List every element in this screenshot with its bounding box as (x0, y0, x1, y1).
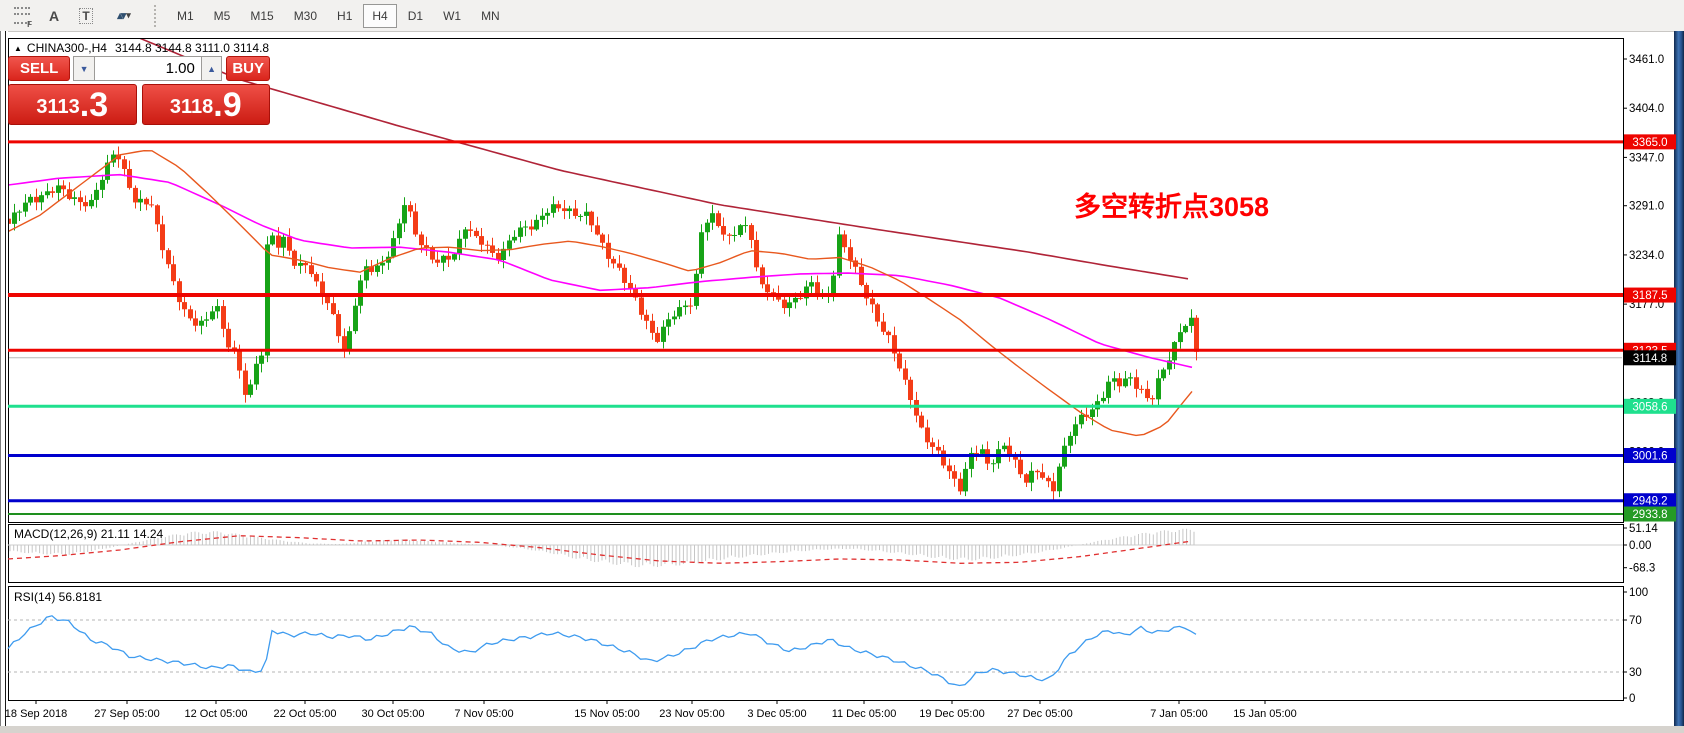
volume-decrease-button[interactable]: ▼ (73, 56, 95, 81)
chevron-down-icon: ▾ (126, 10, 131, 20)
one-click-trading-panel: SELL ▼ ▲ BUY 3113.3 3118.9 (8, 56, 270, 125)
level-price-tag: 2933.8 (1624, 506, 1676, 522)
svg-text:19 Dec 05:00: 19 Dec 05:00 (919, 708, 984, 720)
level-price-tag: 2949.2 (1624, 493, 1676, 509)
svg-text:12 Oct 05:00: 12 Oct 05:00 (185, 708, 248, 720)
svg-text:70: 70 (1629, 615, 1642, 627)
sell-price-frac: .3 (79, 86, 109, 124)
timeframe-button-H1[interactable]: H1 (337, 8, 353, 23)
price-pane (8, 38, 1624, 523)
macd-indicator-label: MACD(12,26,9) 21.11 14.24 (14, 527, 164, 541)
timeframe-button-MN[interactable]: MN (481, 8, 500, 23)
svg-text:11 Dec 05:00: 11 Dec 05:00 (832, 708, 897, 720)
buy-button[interactable]: BUY (226, 56, 270, 81)
macd-pane-content: 51.14 0.00 -68.3 (7, 523, 1658, 575)
sell-price-main: 3113 (36, 96, 80, 118)
ma-slow-darkred (139, 39, 1189, 280)
symbol-period-label: CHINA300-,H4 (26, 41, 107, 55)
svg-text:27 Dec 05:00: 27 Dec 05:00 (1007, 708, 1072, 720)
svg-text:27 Sep 05:00: 27 Sep 05:00 (94, 708, 159, 720)
timeframe-button-M15[interactable]: M15 (250, 8, 274, 23)
svg-text:7 Nov 05:00: 7 Nov 05:00 (454, 708, 513, 720)
chart-header: ▲ CHINA300-,H4 3144.8 3144.8 3111.0 3114.8 (14, 41, 269, 55)
macd-pane (8, 524, 1624, 583)
chart-text-annotation: 多空转折点3058 (1074, 192, 1270, 222)
window-left-border (0, 31, 8, 733)
rsi-line (7, 615, 1197, 687)
macd-signal-line (7, 535, 1192, 564)
grid-fibo-icon[interactable] (9, 4, 35, 29)
rsi-pane-content: 100 70 30 0 (7, 587, 1648, 705)
timeframe-group: M1 M5 M15 M30 H1 H4 D1 W1 MN (167, 0, 510, 31)
svg-text:3347.0: 3347.0 (1629, 152, 1664, 164)
level-price-tag: 3365.0 (1624, 134, 1676, 150)
svg-text:7 Jan 05:00: 7 Jan 05:00 (1150, 708, 1208, 720)
svg-text:100: 100 (1629, 587, 1648, 599)
svg-text:3234.0: 3234.0 (1629, 250, 1664, 262)
current-price-tag: 3114.8 (1624, 350, 1676, 366)
time-axis: 18 Sep 2018 27 Sep 05:00 12 Oct 05:00 22 Oc… (5, 700, 1297, 720)
svg-text:30 Oct 05:00: 30 Oct 05:00 (362, 708, 425, 720)
svg-text:0: 0 (1629, 693, 1635, 705)
volume-increase-button[interactable]: ▲ (200, 56, 223, 81)
collapse-arrow-icon[interactable]: ▲ (14, 44, 22, 53)
svg-text:3365.0: 3365.0 (1632, 137, 1667, 149)
timeframe-button-M5[interactable]: M5 (213, 8, 231, 23)
window-right-border (1674, 31, 1684, 733)
ma-fast-orange (9, 149, 1193, 437)
svg-text:3058.6: 3058.6 (1632, 401, 1667, 413)
level-price-tag: 3058.6 (1624, 398, 1676, 414)
buy-price-main: 3118 (169, 96, 214, 118)
price-axis: 3461.03404.03347.03291.03234.03177.03120… (1623, 54, 1664, 508)
timeframe-button-D1[interactable]: D1 (407, 8, 424, 23)
svg-text:15 Nov 05:00: 15 Nov 05:00 (574, 708, 639, 720)
svg-text:3291.0: 3291.0 (1629, 201, 1664, 213)
sell-price-box[interactable]: 3113.3 (8, 84, 137, 125)
volume-input[interactable] (94, 56, 201, 81)
timeframe-button-M1[interactable]: M1 (177, 8, 194, 23)
svg-text:15 Jan 05:00: 15 Jan 05:00 (1233, 708, 1297, 720)
sell-button[interactable]: SELL (8, 56, 71, 81)
rsi-indicator-label: RSI(14) 56.8181 (14, 590, 103, 604)
svg-text:3404.0: 3404.0 (1629, 103, 1664, 115)
toolbar-separator (154, 4, 161, 27)
ohlc-quote: 3144.8 3144.8 3111.0 3114.8 (114, 41, 270, 55)
svg-text:3114.8: 3114.8 (1633, 353, 1667, 365)
buy-price-box[interactable]: 3118.9 (141, 84, 270, 125)
svg-text:3 Dec 05:00: 3 Dec 05:00 (747, 708, 806, 720)
svg-text:3001.6: 3001.6 (1632, 451, 1667, 463)
svg-text:51.14: 51.14 (1629, 523, 1658, 535)
text-label-icon[interactable]: T (73, 4, 99, 28)
svg-text:30: 30 (1629, 667, 1642, 679)
buy-price-frac: .9 (213, 86, 242, 124)
window-bottom-border (0, 726, 1684, 733)
text-annotation-icon[interactable]: A (48, 7, 60, 24)
svg-text:2949.2: 2949.2 (1632, 496, 1667, 508)
timeframe-button-W1[interactable]: W1 (443, 8, 462, 23)
svg-text:22 Oct 05:00: 22 Oct 05:00 (274, 708, 337, 720)
candles-layer (9, 146, 1199, 500)
timeframe-button-M30[interactable]: M30 (293, 8, 318, 23)
level-price-tag: 3001.6 (1624, 448, 1676, 464)
svg-text:0.00: 0.00 (1629, 540, 1651, 552)
timeframe-button-H4[interactable]: H4 (363, 3, 397, 28)
svg-text:3187.5: 3187.5 (1632, 290, 1667, 302)
toolbar: A T ▴▾ ▾ M1 M5 M15 M30 H1 H4 D1 W1 MN (0, 0, 1684, 32)
price-pane-content (9, 39, 1622, 500)
svg-text:18 Sep 2018: 18 Sep 2018 (5, 708, 67, 720)
cycle-lines-icon[interactable]: ▴▾ ▾ (117, 10, 131, 22)
svg-text:3461.0: 3461.0 (1629, 54, 1664, 66)
svg-text:23 Nov 05:00: 23 Nov 05:00 (659, 708, 724, 720)
grid-fibo-glyph (14, 7, 32, 29)
level-price-tag: 3187.5 (1624, 287, 1676, 303)
svg-text:2933.8: 2933.8 (1632, 509, 1667, 521)
svg-text:-68.3: -68.3 (1629, 563, 1655, 575)
